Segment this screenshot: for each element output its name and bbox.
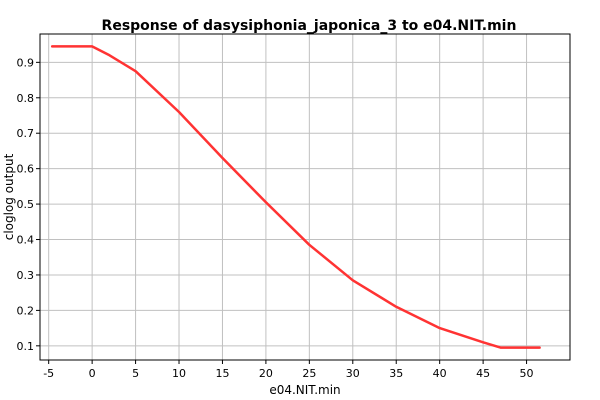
x-axis: -5 0 5 10 15 20 25 30 35 40 45 50 [43,360,534,380]
y-tick-label: 0.5 [17,198,35,211]
x-axis-label: e04.NIT.min [269,383,340,397]
series-layer [50,45,541,349]
grid [40,34,570,360]
y-tick-label: 0.6 [17,163,35,176]
x-tick-label: 25 [302,367,316,380]
chart-title: Response of dasysiphonia_japonica_3 to e… [102,18,517,34]
y-tick-label: 0.4 [17,234,35,247]
y-tick-label: 0.7 [17,127,35,140]
series-line-0 [50,45,541,349]
x-tick-label: 45 [476,367,490,380]
y-axis-label: cloglog output [2,153,16,240]
x-tick-label: 15 [215,367,229,380]
x-tick-label: 10 [172,367,186,380]
y-tick-label: 0.3 [17,269,35,282]
plot-area [39,33,571,361]
x-tick-label: 20 [259,367,273,380]
y-tick-label: 0.2 [17,304,35,317]
y-tick-label: 0.8 [17,92,35,105]
y-tick-label: 0.9 [17,56,35,69]
x-tick-label: 0 [89,367,96,380]
x-tick-label: 50 [520,367,534,380]
y-axis: 0.1 0.2 0.3 0.4 0.5 0.6 0.7 0.8 0.9 [17,56,40,353]
x-tick-label: 5 [132,367,139,380]
x-tick-label: 35 [389,367,403,380]
x-tick-label: -5 [43,367,54,380]
x-tick-label: 40 [433,367,447,380]
y-tick-label: 0.1 [17,340,35,353]
x-tick-label: 30 [346,367,360,380]
